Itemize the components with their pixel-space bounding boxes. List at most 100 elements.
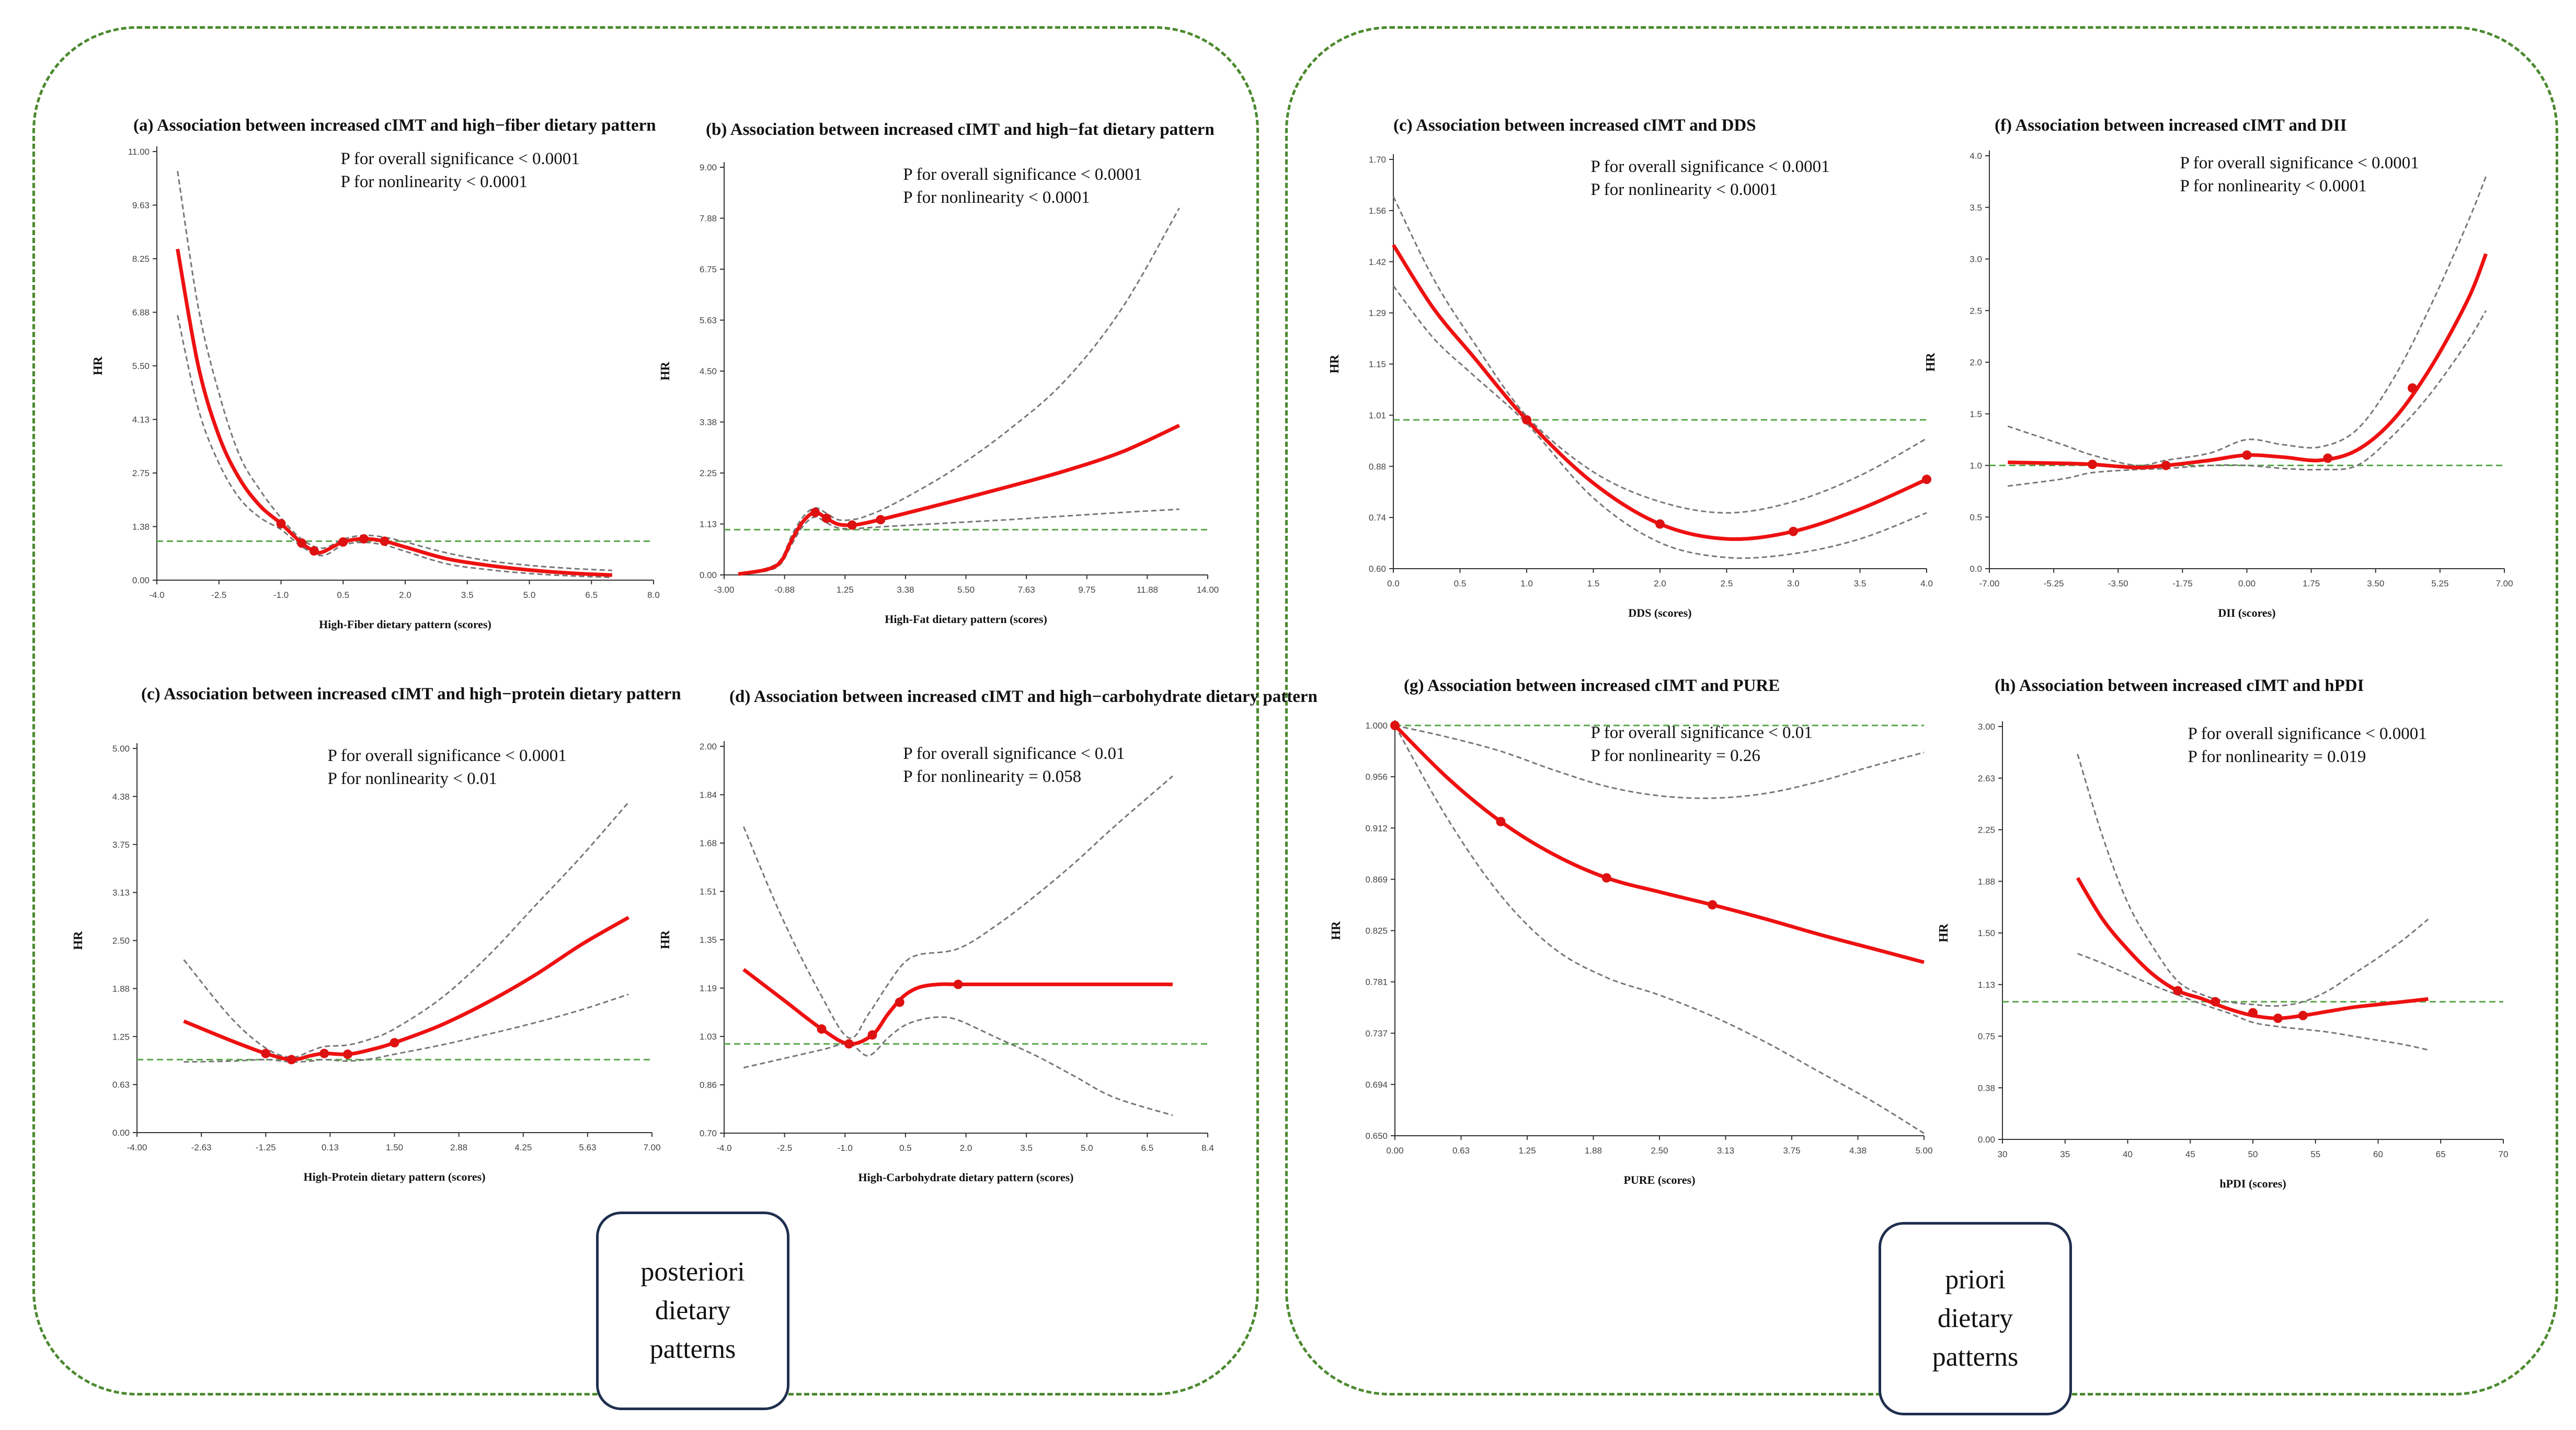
x-tick-label: 2.0: [399, 590, 411, 600]
x-tick-label: 7.00: [2495, 579, 2513, 589]
x-tick-label: 1.88: [1585, 1146, 1602, 1156]
knot-point: [1390, 721, 1400, 730]
y-tick-label: 4.50: [700, 366, 717, 376]
priori-label-line-1: priori: [1945, 1265, 2006, 1295]
y-tick-label: 1.03: [700, 1032, 717, 1042]
y-tick-label: 0.63: [112, 1080, 130, 1090]
x-tick-label: 0.63: [1452, 1146, 1470, 1156]
knot-point: [821, 513, 831, 523]
knot-point: [1708, 900, 1718, 910]
chart-title: (a) Association between increased cIMT a…: [133, 116, 656, 135]
knot-point: [1655, 519, 1665, 529]
knot-point: [2323, 453, 2333, 463]
priori-label-line-2: dietary: [1937, 1304, 2013, 1333]
x-tick-label: 3.75: [1783, 1146, 1800, 1156]
x-tick-label: -5.25: [2044, 579, 2064, 589]
y-tick-label: 0.00: [112, 1128, 130, 1138]
x-tick-label: -1.0: [273, 590, 289, 600]
y-tick-label: 8.25: [132, 254, 150, 264]
x-tick-label: 3.5: [1854, 579, 1867, 589]
y-tick-label: 7.88: [700, 214, 717, 224]
hr-curve: [1393, 724, 1925, 964]
ci-lower-line: [1392, 285, 1927, 559]
ci-upper-line: [2077, 754, 2429, 1007]
p-overall-annotation: P for overall significance < 0.0001: [2188, 724, 2426, 743]
chart-panel-g: (g) Association between increased cIMT a…: [1330, 676, 1933, 1186]
knot-point: [2088, 459, 2097, 469]
y-tick-label: 1.5: [1970, 409, 1982, 419]
x-axis-label: PURE (scores): [1623, 1173, 1695, 1186]
x-tick-label: 4.25: [514, 1143, 532, 1152]
y-tick-label: 0.88: [1369, 462, 1386, 471]
y-tick-label: 1.88: [112, 984, 130, 994]
hr-curve: [183, 916, 629, 1062]
y-tick-label: 0.00: [132, 575, 150, 585]
y-tick-label: 0.5: [1970, 512, 1982, 522]
y-tick-label: 9.63: [132, 201, 150, 211]
x-axis-label: High-Fiber dietary pattern (scores): [319, 618, 491, 631]
x-tick-label: 2.88: [450, 1143, 467, 1152]
y-tick-label: 0.912: [1365, 823, 1388, 833]
y-tick-label: 0.60: [1369, 564, 1386, 574]
x-tick-label: 1.0: [1520, 579, 1533, 589]
x-tick-label: -0.88: [774, 585, 795, 595]
knot-point: [276, 518, 286, 528]
x-tick-label: 40: [2123, 1149, 2133, 1159]
p-nonlinearity-annotation: P for nonlinearity < 0.01: [327, 769, 497, 788]
x-tick-label: 3.5: [1020, 1143, 1033, 1153]
y-tick-label: 1.68: [700, 838, 717, 848]
ci-upper-line: [1394, 724, 1925, 799]
x-tick-label: -3.00: [714, 585, 735, 595]
x-tick-label: 65: [2436, 1149, 2446, 1159]
y-tick-label: 0.694: [1365, 1080, 1388, 1090]
knot-point: [867, 1030, 877, 1040]
x-tick-label: 6.5: [1141, 1143, 1154, 1153]
x-tick-label: 3.13: [1717, 1146, 1734, 1156]
y-tick-label: 1.38: [132, 522, 150, 532]
hr-curve: [1392, 244, 1928, 541]
ci-upper-line: [177, 171, 612, 571]
y-axis-label: HR: [72, 931, 85, 950]
x-tick-label: 3.38: [897, 585, 914, 595]
x-tick-label: 0.13: [322, 1143, 339, 1152]
priori-label-box: priori dietary patterns: [1879, 1222, 2072, 1415]
knot-point: [810, 508, 820, 517]
ci-upper-line: [742, 775, 1173, 1039]
hr-curve: [176, 248, 612, 577]
ci-upper-line: [2007, 176, 2487, 467]
x-tick-label: 7.63: [1018, 585, 1035, 595]
knot-point: [1922, 475, 1931, 485]
x-tick-label: 0.00: [2238, 579, 2256, 589]
hr-curve: [2008, 253, 2488, 470]
x-tick-label: 0.5: [337, 590, 349, 600]
x-tick-label: 5.50: [957, 585, 975, 595]
p-nonlinearity-annotation: P for nonlinearity < 0.0001: [903, 188, 1090, 207]
ci-lower-line: [1394, 725, 1925, 1134]
ci-upper-line: [738, 207, 1180, 574]
y-tick-label: 6.88: [132, 308, 150, 318]
chart-title: (g) Association between increased cIMT a…: [1404, 676, 1780, 695]
knot-point: [2273, 1013, 2283, 1023]
x-tick-label: -2.5: [777, 1143, 792, 1153]
chart-title: (b) Association between increased cIMT a…: [706, 120, 1215, 139]
y-tick-label: 1.19: [700, 984, 717, 994]
ci-upper-line: [183, 801, 629, 1058]
ci-lower-line: [2077, 953, 2429, 1051]
knot-point: [342, 1050, 352, 1059]
y-tick-label: 6.75: [700, 264, 717, 274]
knot-point: [876, 515, 886, 525]
y-axis-label: HR: [1330, 921, 1343, 940]
knot-point: [338, 537, 348, 547]
x-tick-label: 14.00: [1197, 585, 1219, 595]
x-tick-label: 4.38: [1849, 1146, 1867, 1156]
x-tick-label: 0.0: [1387, 579, 1400, 589]
knot-point: [1789, 526, 1798, 536]
knot-point: [2173, 986, 2183, 996]
p-overall-annotation: P for overall significance < 0.0001: [2180, 154, 2419, 172]
knot-point: [953, 979, 963, 989]
y-tick-label: 0.0: [1970, 564, 1982, 574]
y-tick-label: 1.70: [1369, 155, 1386, 165]
x-tick-label: -1.0: [838, 1143, 853, 1153]
x-tick-label: -4.0: [149, 590, 164, 600]
knot-point: [309, 546, 319, 556]
